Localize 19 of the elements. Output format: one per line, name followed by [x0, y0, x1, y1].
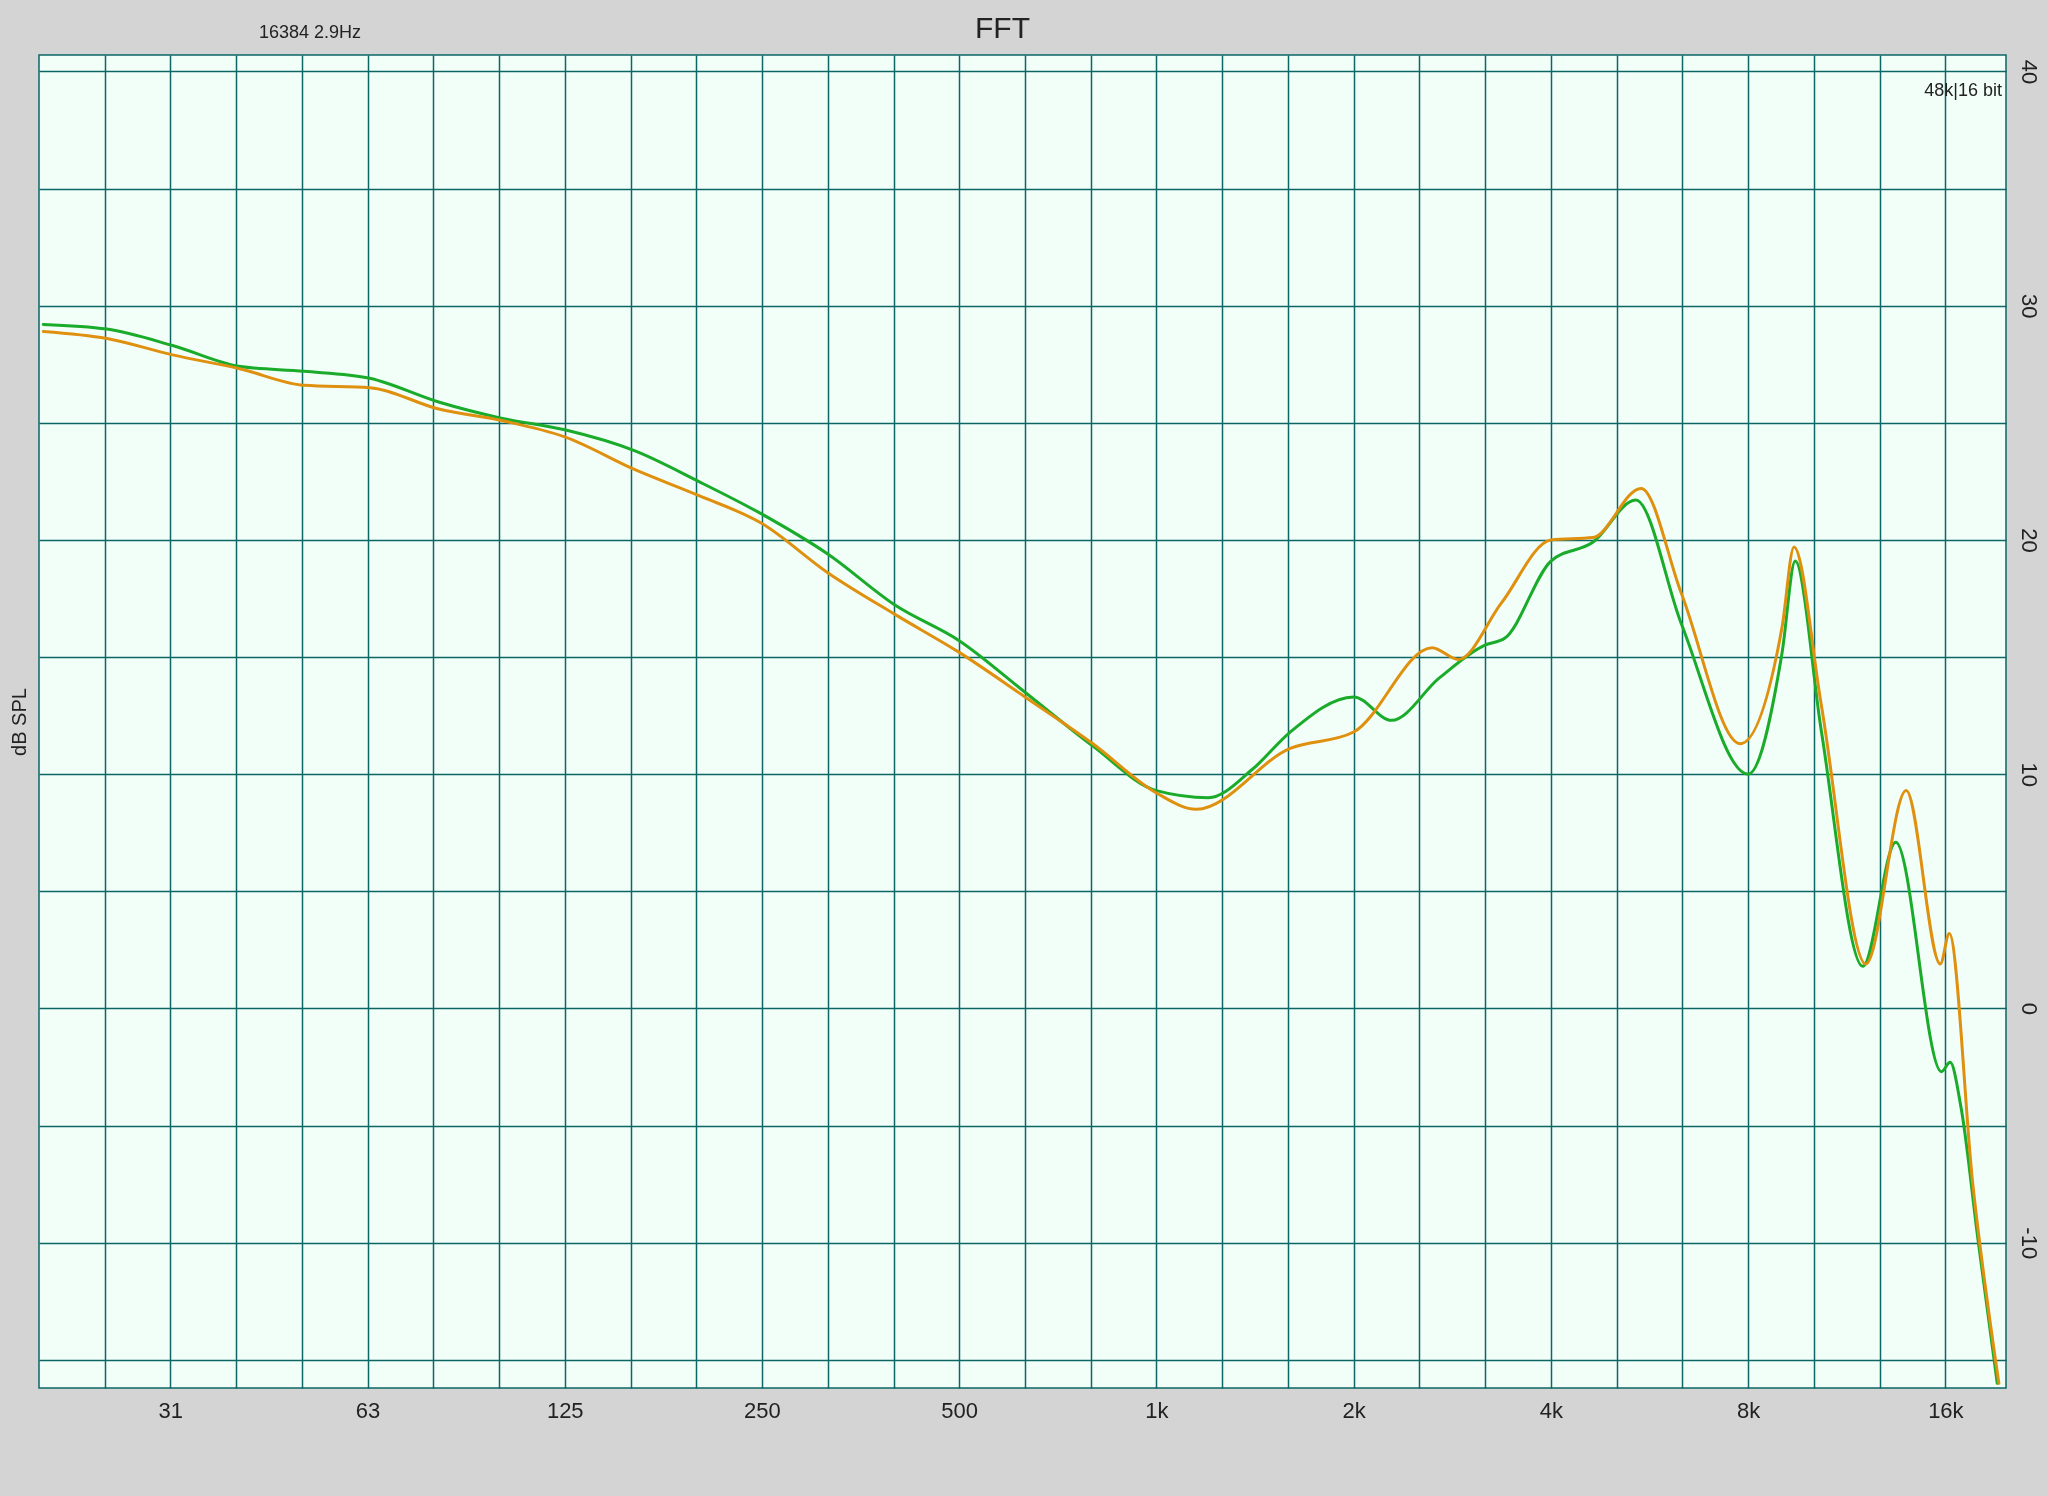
x-tick-label: 500 [941, 1397, 979, 1423]
x-tick-label: 250 [744, 1397, 781, 1423]
y-tick-label: 20 [2016, 528, 2042, 553]
x-tick-label: 2k [1342, 1397, 1367, 1423]
y-axis-title: dB SPL [7, 688, 30, 756]
x-tick-label: 1k [1145, 1397, 1170, 1423]
x-tick-label: 31 [158, 1397, 184, 1423]
chart-title: FFT [975, 11, 1030, 44]
text: 16384 2.9Hz [259, 22, 362, 42]
y-tick-label: 10 [2016, 762, 2042, 787]
x-tick-label: 125 [546, 1397, 584, 1423]
x-tick-label: 16k [1928, 1397, 1965, 1423]
y-tick-label: 0 [2016, 1002, 2042, 1016]
y-tick-label: -10 [2016, 1227, 2042, 1260]
y-tick-label: 30 [2016, 293, 2042, 319]
y-tick-label: 40 [2016, 59, 2042, 85]
x-tick-label: 4k [1539, 1397, 1565, 1423]
x-tick-label: 8k [1737, 1397, 1762, 1423]
x-tick-label: 63 [355, 1397, 381, 1423]
